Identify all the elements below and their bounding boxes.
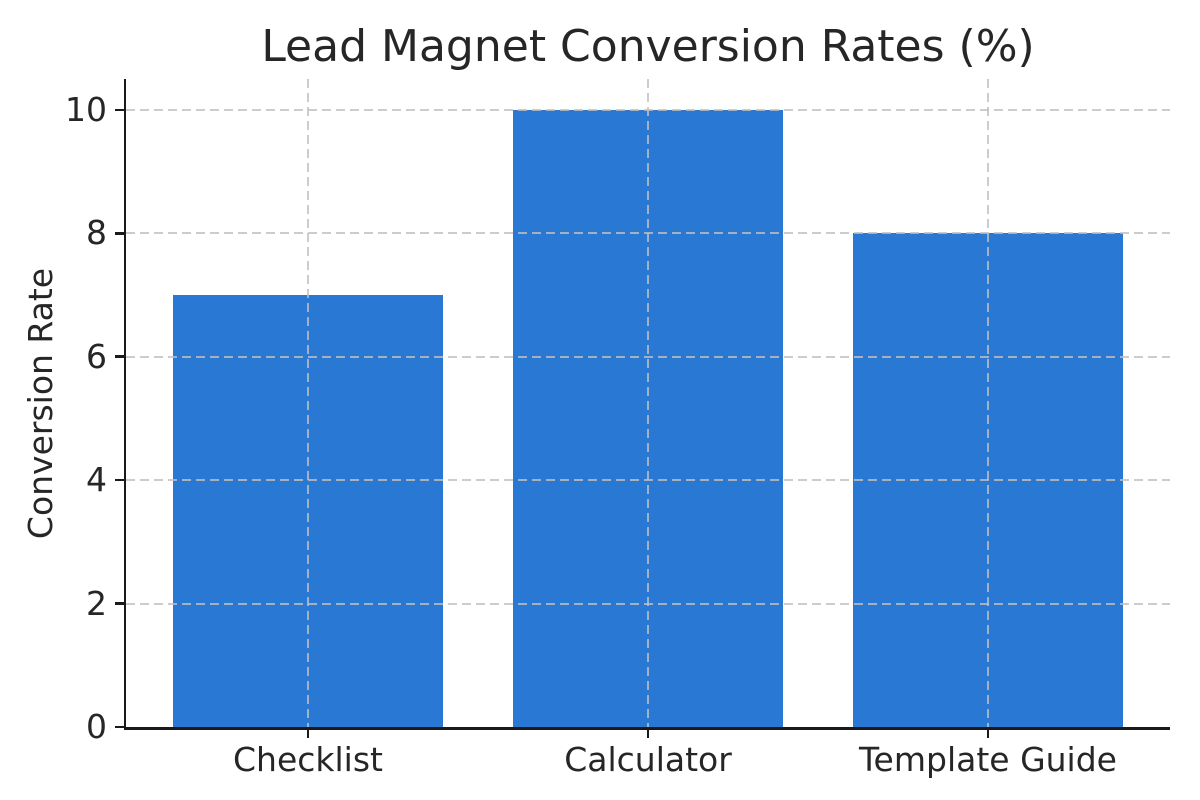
v-gridline-checklist [307, 79, 309, 727]
y-tick-6 [115, 355, 126, 358]
x-tick-checklist [306, 727, 310, 738]
y-tick-label-8: 8 [86, 213, 107, 253]
y-tick-4 [115, 478, 126, 482]
v-gridline-calculator [647, 79, 649, 727]
plot-area [123, 79, 1170, 730]
y-axis-label-box: Conversion Rate [22, 79, 61, 727]
y-tick-10 [115, 108, 126, 112]
x-tick-label-calculator: Calculator [564, 740, 732, 779]
x-tick-template-guide [986, 727, 990, 738]
x-tick-label-template-guide: Template Guide [859, 740, 1117, 779]
y-tick-8 [115, 232, 126, 235]
y-tick-2 [115, 602, 126, 605]
chart-title: Lead Magnet Conversion Rates (%) [261, 21, 1035, 72]
y-tick-label-10: 10 [65, 89, 107, 129]
x-tick-label-checklist: Checklist [233, 740, 383, 779]
y-tick-label-0: 0 [86, 707, 107, 746]
y-axis-spine [123, 79, 126, 730]
v-gridline-template-guide [987, 79, 989, 727]
y-tick-label-2: 2 [86, 583, 107, 623]
y-tick-label-6: 6 [86, 336, 107, 376]
x-tick-calculator [646, 727, 650, 738]
y-tick-label-4: 4 [86, 460, 107, 500]
y-tick-0 [115, 725, 126, 729]
